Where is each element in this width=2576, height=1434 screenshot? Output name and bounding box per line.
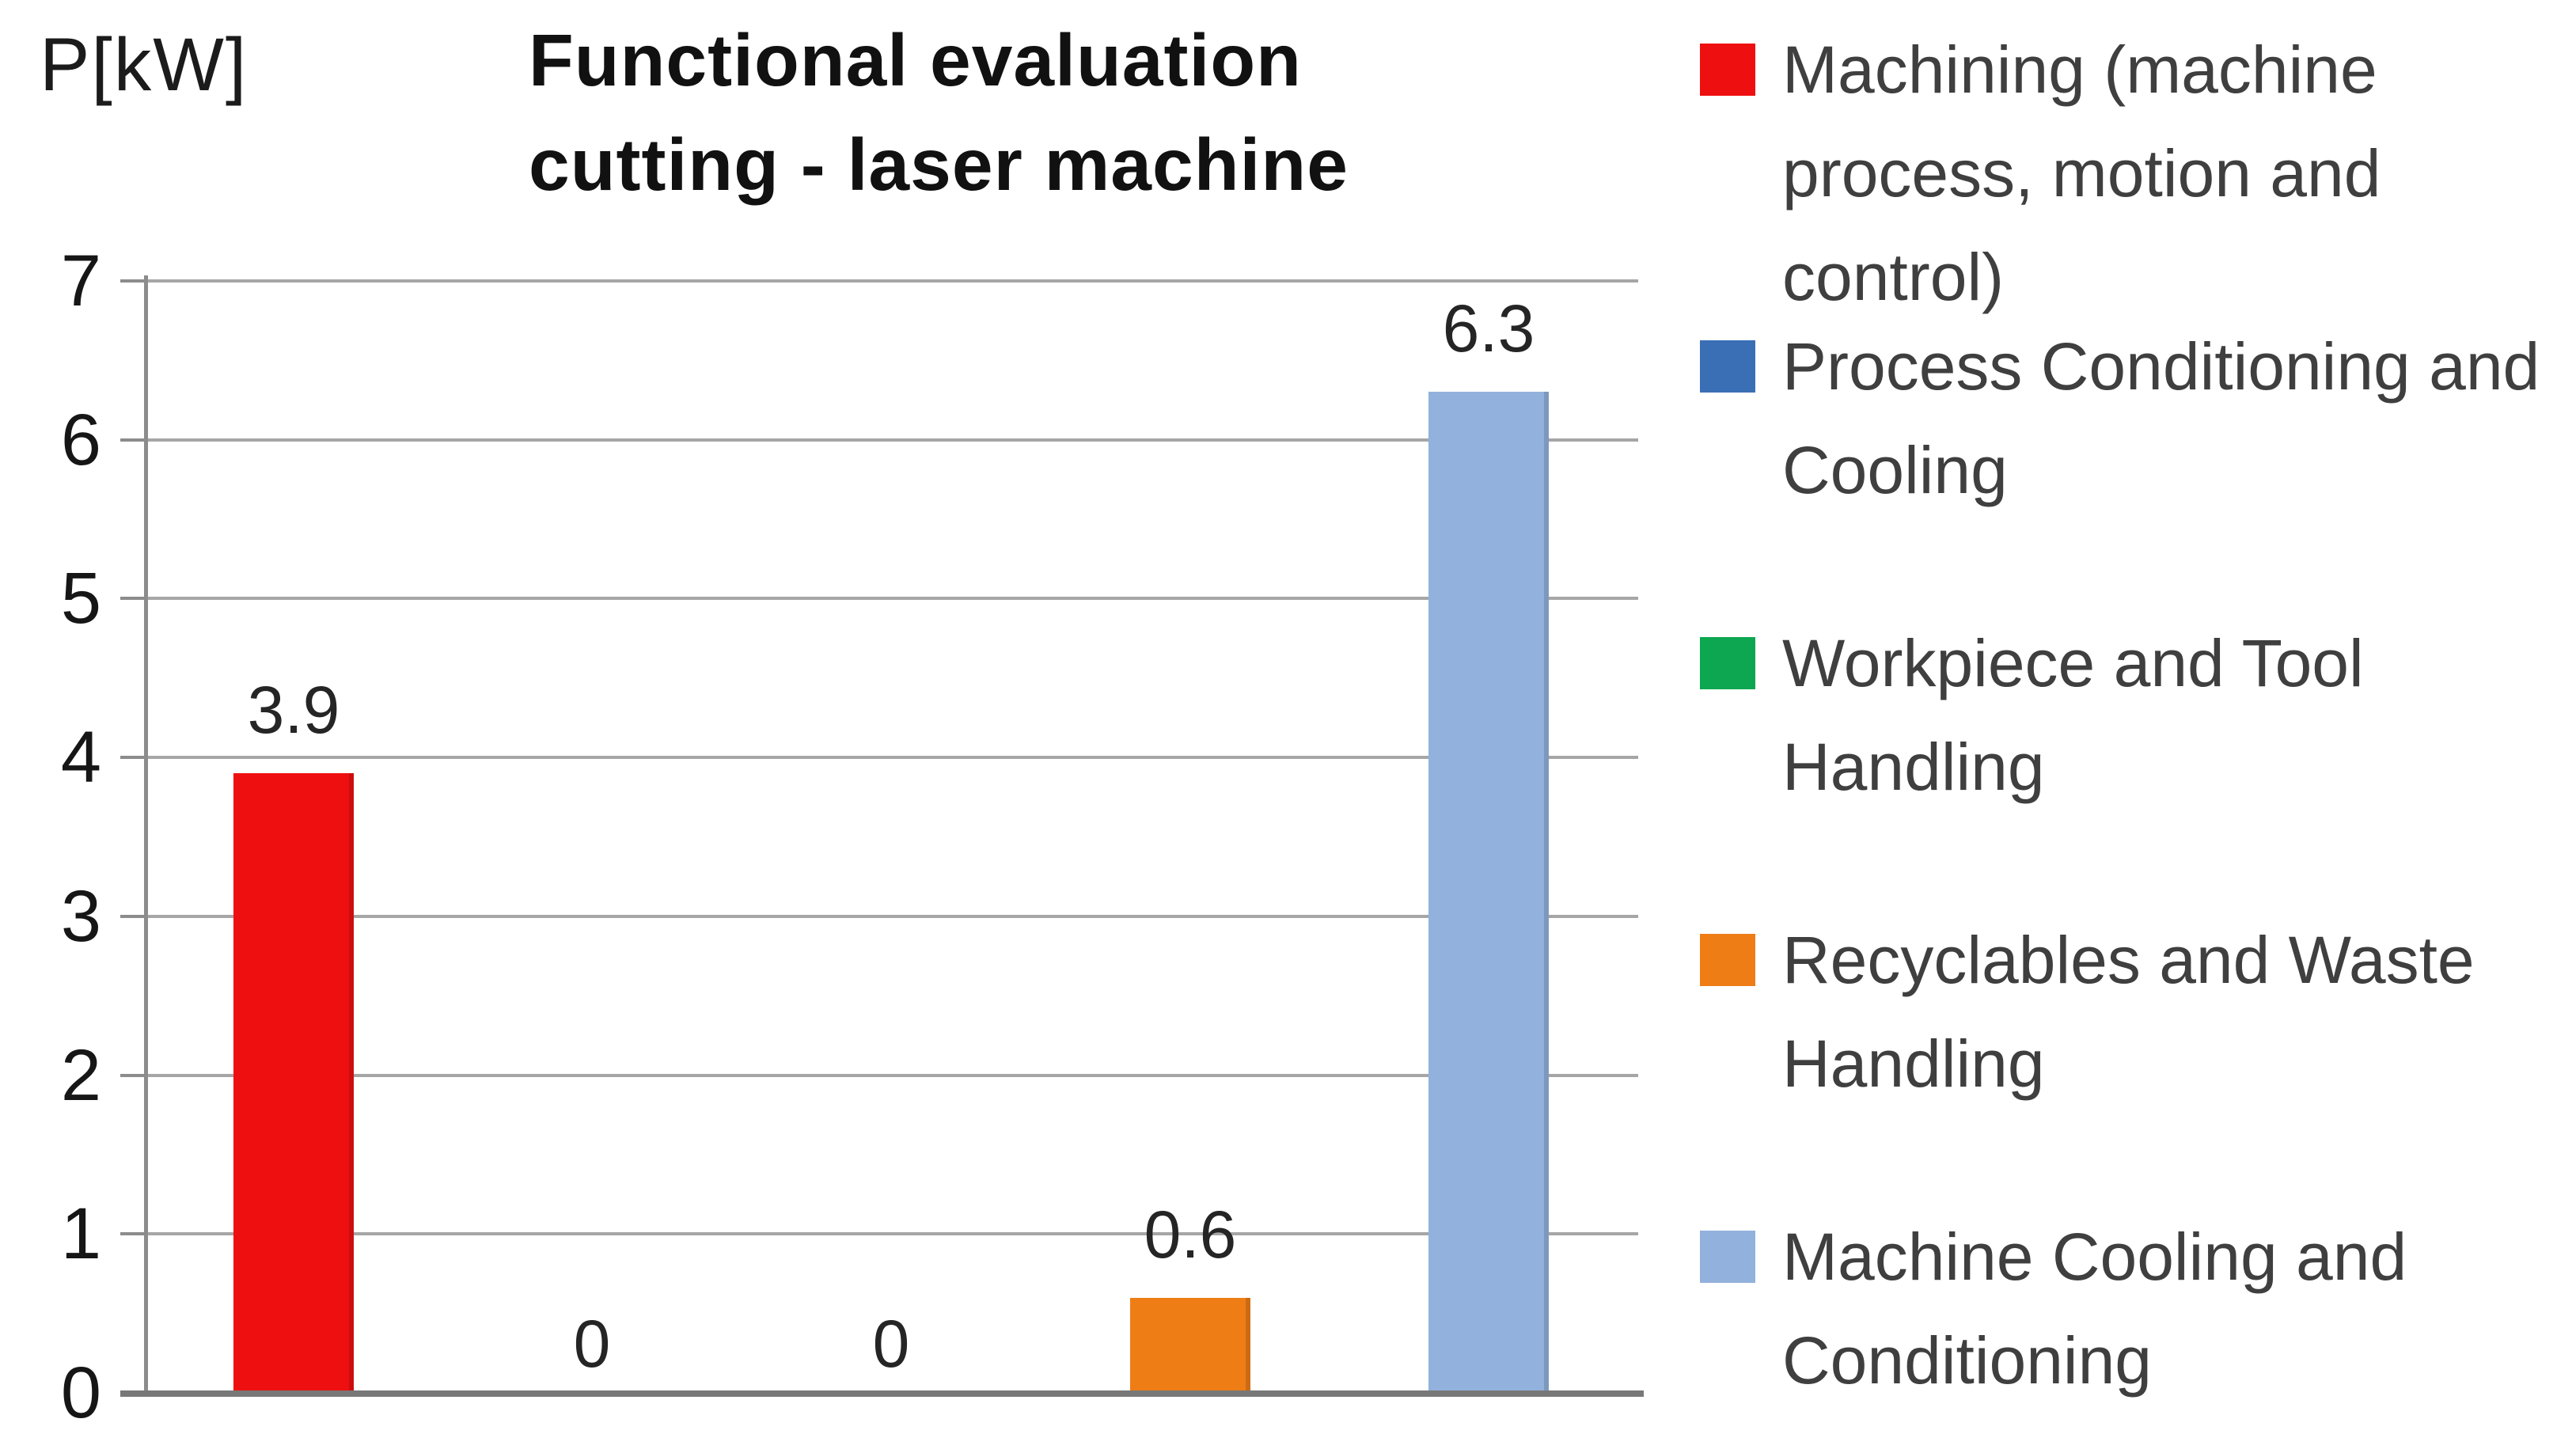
gridline-y-2	[144, 1074, 1638, 1077]
legend-swatch-icon	[1700, 934, 1755, 986]
gridline-y-6	[144, 438, 1638, 442]
y-tick-label-5: 5	[60, 558, 101, 639]
y-tick-label-1: 1	[60, 1193, 101, 1274]
gridline-y-3	[144, 915, 1638, 918]
chart-title: Functional evaluation cutting - laser ma…	[529, 8, 1637, 217]
y-tickmark-5	[120, 597, 144, 600]
gridline-y-5	[144, 597, 1638, 600]
y-tick-label-3: 3	[60, 876, 101, 957]
y-axis-unit-label: P[kW]	[40, 23, 248, 107]
legend-item-label: Machine Cooling and Conditioning	[1782, 1220, 2407, 1398]
y-tickmark-4	[120, 756, 144, 759]
legend-swatch-icon	[1700, 1231, 1755, 1283]
bar-1	[233, 773, 354, 1393]
y-tickmark-1	[120, 1232, 144, 1235]
y-tick-label-6: 6	[60, 400, 101, 480]
legend-swatch-icon	[1700, 340, 1755, 393]
legend-swatch-icon	[1700, 637, 1755, 689]
bar-4	[1130, 1298, 1250, 1393]
legend-item-label: Workpiece and Tool Handling	[1782, 626, 2364, 804]
y-tick-label-7: 7	[60, 241, 101, 321]
bar-value-label-4: 0.6	[1144, 1197, 1237, 1272]
bar-value-label-3: 0	[872, 1307, 910, 1381]
y-tickmark-6	[120, 438, 144, 442]
gridline-y-1	[144, 1232, 1638, 1235]
legend-item-label: Recyclables and Waste Handling	[1782, 923, 2475, 1101]
chart-title-line-1: Functional evaluation	[529, 19, 1302, 101]
x-axis-line	[120, 1390, 1644, 1397]
legend-item-label: Machining (machine process, motion and c…	[1782, 32, 2381, 314]
bar-value-label-2: 0	[573, 1307, 611, 1381]
bar-value-label-1: 3.9	[247, 673, 340, 747]
y-tick-label-0: 0	[60, 1352, 101, 1433]
legend-swatch-icon	[1700, 44, 1755, 96]
legend-item-label: Process Conditioning and Cooling	[1782, 329, 2540, 507]
bar-value-label-5: 6.3	[1442, 291, 1535, 366]
y-tick-label-2: 2	[60, 1035, 101, 1116]
gridline-y-4	[144, 756, 1638, 759]
y-tick-label-4: 4	[60, 717, 101, 798]
gridline-y-7	[144, 279, 1638, 283]
y-tickmark-3	[120, 915, 144, 918]
y-tickmark-7	[120, 279, 144, 283]
chart-title-line-2: cutting - laser machine	[529, 123, 1349, 206]
y-tickmark-2	[120, 1074, 144, 1077]
bar-5	[1428, 392, 1549, 1393]
y-axis-line	[144, 275, 148, 1394]
